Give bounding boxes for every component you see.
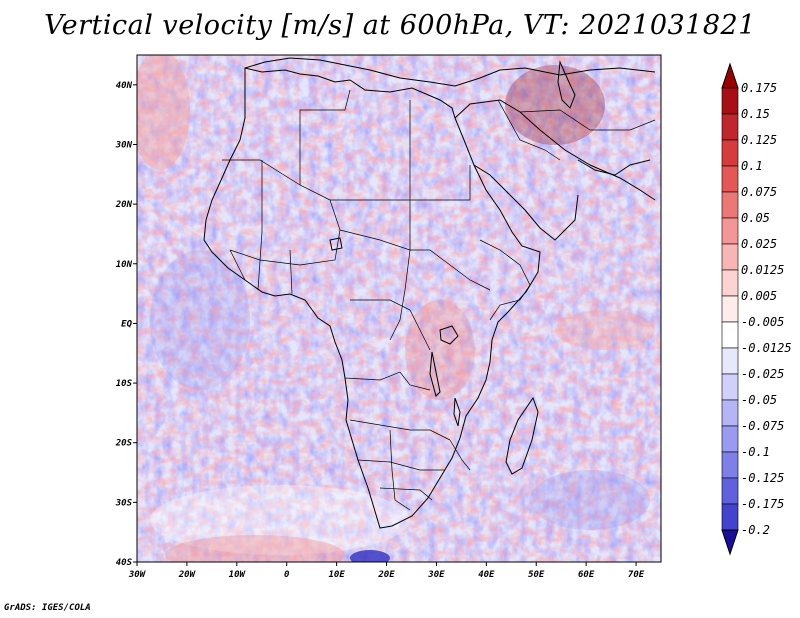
y-tick-label: 40S: [116, 558, 133, 568]
colorbar-segment: [721, 113, 739, 141]
x-tick-label: 20E: [377, 570, 395, 580]
colorbar-label: -0.075: [741, 419, 784, 433]
y-tick-label: 10N: [116, 260, 133, 270]
colorbar-segment: [721, 295, 739, 323]
velocity-field: [137, 55, 661, 562]
colorbar-label: 0.125: [741, 133, 777, 147]
x-tick-label: 40E: [478, 570, 495, 580]
lake-victoria: [439, 325, 459, 345]
coastlines: [203, 57, 656, 529]
colorbar-segment: [721, 477, 739, 505]
y-tick-label: EQ: [121, 319, 132, 329]
x-tick-label: 20W: [178, 570, 197, 580]
arabia-coast: [454, 99, 656, 201]
map-frame: [136, 54, 662, 563]
red-sea-east: [473, 164, 579, 241]
africa-coastline: [203, 67, 541, 529]
colorbar-segment: [721, 425, 739, 453]
colorbar-label: -0.0125: [741, 341, 792, 355]
colorbar-segment: [721, 399, 739, 427]
x-tick-label: 70E: [628, 570, 645, 580]
mediterranean-north: [244, 57, 656, 87]
colorbar-label: -0.025: [741, 367, 784, 381]
x-tick-label: 30E: [427, 570, 445, 580]
colorbar-segment: [721, 191, 739, 219]
lake-tanganyika: [429, 351, 441, 397]
lake-malawi: [453, 397, 461, 427]
colorbar-label: 0.05: [741, 211, 770, 225]
colorbar-segment: [721, 451, 739, 479]
colorbar-segment: [721, 373, 739, 401]
x-axis: 30W 20W 10W 0 10E 20E 30E 40E 50E 60E 70E: [128, 562, 645, 580]
colorbar-label: 0.175: [741, 81, 777, 95]
y-axis: 40N 30N 20N 10N EQ 10S 20S 30S 40S: [115, 81, 137, 568]
colorbar-segment: [721, 503, 739, 531]
map-title: Vertical velocity [m/s] at 600hPa, VT: 2…: [44, 10, 756, 41]
colorbar-segment: [721, 321, 739, 349]
x-tick-label: 30W: [128, 570, 147, 580]
colorbar-label: 0.025: [741, 237, 777, 251]
country-borders: [222, 89, 656, 511]
x-tick-label: 10E: [328, 570, 345, 580]
colorbar-label: -0.005: [741, 315, 784, 329]
x-tick-label: 10W: [229, 570, 247, 580]
colorbar-label: -0.175: [741, 497, 784, 511]
colorbar-top-arrow: [721, 62, 739, 89]
colorbar-label: 0.005: [741, 289, 777, 303]
y-tick-label: 40N: [116, 81, 133, 91]
colorbar-segment: [721, 87, 739, 115]
colorbar-label: 0.15: [741, 107, 770, 121]
x-tick-label: 0: [284, 570, 290, 580]
colorbar-segment: [721, 217, 739, 245]
colorbar-label: -0.125: [741, 471, 784, 485]
persian-gulf: [577, 159, 651, 176]
colorbar-label: -0.2: [741, 523, 770, 537]
colorbar-label: 0.1: [741, 159, 763, 173]
colorbar-bottom-arrow: [721, 529, 739, 556]
y-tick-label: 20S: [115, 439, 133, 449]
caspian: [557, 60, 576, 109]
colorbar-label: -0.1: [741, 445, 770, 459]
x-tick-label: 50E: [528, 570, 545, 580]
colorbar-label: 0.0125: [741, 263, 784, 277]
colorbar-segment: [721, 347, 739, 375]
y-tick-label: 30S: [115, 498, 133, 508]
y-tick-label: 30N: [115, 140, 133, 150]
colorbar: 0.175 0.15 0.125 0.1 0.075 0.05 0.025 0.0125 0.0…: [721, 62, 792, 556]
lake-chad: [329, 237, 343, 251]
colorbar-segment: [721, 243, 739, 271]
colorbar-segment: [721, 269, 739, 297]
x-tick-label: 60E: [578, 570, 595, 580]
colorbar-segment: [721, 139, 739, 167]
y-tick-label: 10S: [116, 379, 133, 389]
y-tick-label: 20N: [115, 200, 133, 210]
credit-label: GrADS: IGES/COLA: [4, 603, 91, 613]
colorbar-label: 0.075: [741, 185, 777, 199]
madagascar: [505, 396, 539, 475]
colorbar-segment: [721, 165, 739, 193]
colorbar-label: -0.05: [741, 393, 777, 407]
